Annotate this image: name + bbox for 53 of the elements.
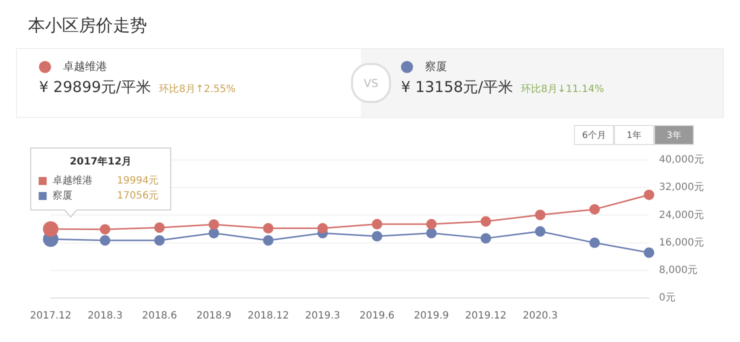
text: 3年 [654,125,694,145]
x-tick-label: 2019.9 [414,310,449,322]
x-tick-label: 2019.12 [465,310,507,322]
y-tick-label: 40,000元 [659,154,704,166]
point [100,235,110,246]
point [154,235,165,246]
y-tick-label: 16,000元 [659,237,704,248]
point [372,218,382,230]
point [480,233,492,244]
annotation: 19994元 [116,176,159,187]
annotation: 17056元 [116,190,159,202]
point [534,210,546,220]
point [426,228,437,238]
point [100,224,110,235]
text: ¥ 13158元/平米 [401,78,514,97]
y-tick-label: 32,000元 [659,182,704,194]
point [208,228,220,238]
x-tick-label: 2018.9 [196,310,232,322]
point [480,216,492,227]
x-tick-label: 2017.12 [30,310,72,322]
x-tick-label: 2018.6 [142,310,177,322]
legend-label: 察厦 [52,190,73,202]
x-tick-label: 2018.3 [88,310,123,322]
point [534,226,546,237]
text: 环比8月↓11.14% [521,82,604,96]
point [426,218,437,230]
x-tick-label: 2020.3 [522,310,558,322]
x-tick-label: 2019.3 [305,310,340,322]
text: 6个月 [574,125,614,145]
point [644,247,654,258]
y-tick-label: 8,000元 [659,264,698,276]
legend-label: 卓越维港 [52,174,93,187]
chart-title: 本小区房价走势 [27,15,148,38]
point [154,222,165,233]
point [644,190,654,200]
y-tick-label: 24,000元 [659,210,704,221]
y-tick-label: 0元 [659,292,676,304]
x-tick-label: 2019.6 [360,310,395,322]
text: 1年 [614,125,654,145]
point [589,204,600,215]
text: 察厦 [425,60,447,73]
text: VS [351,63,391,103]
text: ¥ 29899元/平米 [39,78,152,97]
point [263,235,274,246]
annotation: 2017年12月 [70,156,132,168]
point [317,223,328,234]
x-tick-label: 2018.12 [248,310,289,322]
point [208,219,220,230]
point [263,223,274,234]
text: 环比8月↑2.55% [159,82,236,96]
point [372,230,382,242]
text: 卓越维港 [63,60,107,73]
point [589,238,600,248]
